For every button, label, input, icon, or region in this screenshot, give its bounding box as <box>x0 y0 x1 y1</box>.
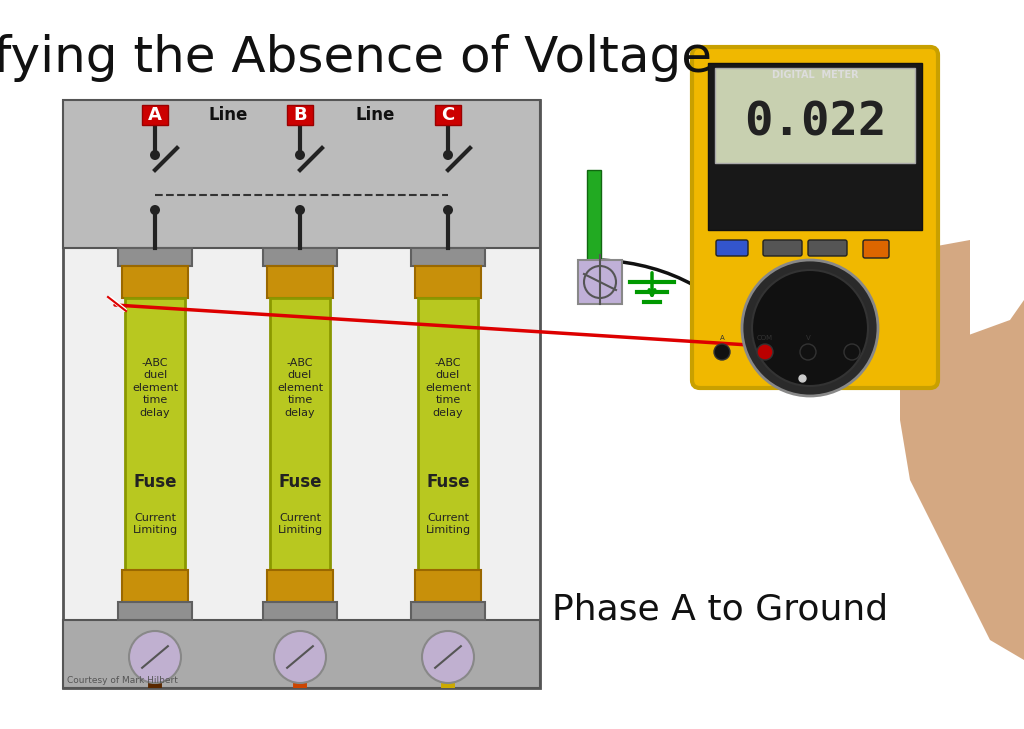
Bar <box>287 105 313 125</box>
Text: Fuse: Fuse <box>133 473 177 491</box>
Text: Current
Limiting: Current Limiting <box>425 513 471 535</box>
Polygon shape <box>900 300 1024 660</box>
Text: Phase A to Ground: Phase A to Ground <box>552 593 888 627</box>
Bar <box>411 248 485 266</box>
Bar <box>118 602 193 620</box>
Circle shape <box>295 150 305 160</box>
Text: COM: COM <box>757 335 773 341</box>
Bar <box>125 298 185 570</box>
FancyBboxPatch shape <box>692 47 938 388</box>
Bar <box>411 602 485 620</box>
Circle shape <box>150 150 160 160</box>
Bar <box>418 298 478 570</box>
Circle shape <box>443 205 453 215</box>
Circle shape <box>150 205 160 215</box>
Bar <box>587 170 601 265</box>
Circle shape <box>129 631 181 683</box>
FancyBboxPatch shape <box>716 240 748 256</box>
Circle shape <box>714 344 730 360</box>
Circle shape <box>752 270 868 386</box>
Circle shape <box>295 205 305 215</box>
Bar <box>578 260 622 304</box>
Text: -ABC
duel
element
time
delay: -ABC duel element time delay <box>132 358 178 418</box>
Bar <box>63 100 540 248</box>
Text: Fuse: Fuse <box>279 473 322 491</box>
Bar <box>122 266 188 298</box>
Text: Courtesy of Mark Hilbert: Courtesy of Mark Hilbert <box>67 676 178 685</box>
Bar <box>63 100 540 688</box>
Text: B: B <box>293 106 307 124</box>
FancyBboxPatch shape <box>763 240 802 256</box>
Circle shape <box>757 344 773 360</box>
Bar <box>435 105 461 125</box>
Bar <box>63 620 540 688</box>
Bar <box>118 248 193 266</box>
Bar <box>715 68 915 163</box>
Text: Verifying the Absence of Voltage: Verifying the Absence of Voltage <box>0 34 712 82</box>
Bar <box>708 63 922 230</box>
Circle shape <box>422 631 474 683</box>
Text: -ABC
duel
element
time
delay: -ABC duel element time delay <box>425 358 471 418</box>
Text: Line: Line <box>355 106 394 124</box>
Text: Fuse: Fuse <box>426 473 470 491</box>
Bar <box>267 570 333 602</box>
Text: Current
Limiting: Current Limiting <box>278 513 323 535</box>
Text: A: A <box>148 106 162 124</box>
Bar <box>267 266 333 298</box>
Circle shape <box>742 260 878 396</box>
Circle shape <box>800 344 816 360</box>
Bar <box>122 570 188 602</box>
Text: 0.022: 0.022 <box>743 101 886 146</box>
Bar <box>142 105 168 125</box>
Bar <box>270 298 330 570</box>
Text: DIGITAL  METER: DIGITAL METER <box>772 70 858 80</box>
Text: A: A <box>720 335 724 341</box>
Text: C: C <box>441 106 455 124</box>
Polygon shape <box>915 240 970 400</box>
Text: Line: Line <box>208 106 248 124</box>
Bar <box>263 248 337 266</box>
Bar <box>415 570 481 602</box>
Circle shape <box>443 150 453 160</box>
Bar <box>263 602 337 620</box>
Circle shape <box>844 344 860 360</box>
FancyBboxPatch shape <box>808 240 847 256</box>
FancyBboxPatch shape <box>863 240 889 258</box>
Text: V: V <box>806 335 810 341</box>
Circle shape <box>274 631 326 683</box>
Text: -ABC
duel
element
time
delay: -ABC duel element time delay <box>276 358 323 418</box>
Bar <box>415 266 481 298</box>
Text: Current
Limiting: Current Limiting <box>132 513 177 535</box>
